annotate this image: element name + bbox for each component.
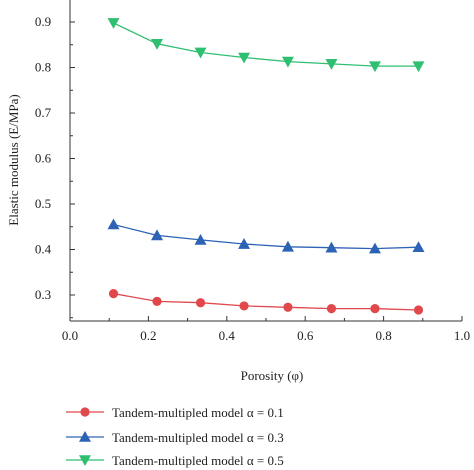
series-layer — [107, 18, 425, 315]
legend-label: Tandem-multipled model α = 0.5 — [112, 453, 284, 468]
data-point — [238, 52, 251, 64]
legend-label: Tandem-multipled model α = 0.1 — [112, 405, 284, 420]
axes: 0.0 0.2 0.4 0.6 0.8 1.0 0.3 0.4 0.5 0.6 0.7 0.8 0.9 — [35, 0, 470, 343]
legend-label: Tandem-multipled model α = 0.3 — [112, 430, 284, 445]
x-tick-label: 1.0 — [454, 328, 470, 343]
data-point — [368, 242, 381, 254]
legend-marker — [80, 407, 90, 417]
data-point — [368, 61, 381, 73]
data-point — [325, 241, 338, 253]
legend-marker — [79, 455, 91, 466]
data-point — [281, 240, 294, 252]
data-point — [283, 302, 293, 312]
data-point — [151, 39, 164, 50]
legend-item: Tandem-multipled model α = 0.3 — [66, 430, 284, 445]
data-point — [151, 229, 164, 241]
y-tick-label: 0.7 — [35, 105, 52, 120]
y-axis-label: Elastic modulus (E/MPa) — [6, 94, 21, 225]
y-tick-label: 0.3 — [35, 287, 51, 302]
data-point — [152, 296, 162, 306]
data-point — [194, 47, 207, 59]
y-tick-label: 0.4 — [35, 242, 52, 257]
data-point — [107, 218, 120, 230]
legend: Tandem-multipled model α = 0.1 Tandem-mul… — [66, 405, 284, 468]
series-line — [113, 292, 419, 311]
y-tick-label: 0.9 — [35, 14, 51, 29]
x-tick-label: 0.8 — [375, 328, 391, 343]
legend-item: Tandem-multipled model α = 0.5 — [66, 453, 284, 468]
series-line — [113, 223, 419, 250]
data-point — [281, 56, 294, 68]
data-point — [412, 241, 425, 253]
data-point — [326, 304, 337, 314]
y-tick-label: 0.6 — [35, 151, 52, 166]
legend-marker — [79, 431, 91, 442]
data-point — [412, 61, 425, 73]
data-point — [107, 18, 120, 29]
series-2 — [107, 218, 425, 254]
data-point — [194, 233, 207, 245]
x-tick-label: 0.2 — [140, 328, 156, 343]
legend-item: Tandem-multipled model α = 0.1 — [66, 405, 284, 420]
data-point — [238, 238, 251, 249]
data-point — [325, 59, 338, 70]
y-tick-label: 0.8 — [35, 60, 51, 75]
x-axis-label: Porosity (φ) — [241, 368, 304, 383]
data-point — [413, 305, 424, 315]
y-tick-label: 0.5 — [35, 196, 51, 211]
series-1 — [108, 289, 424, 315]
series-line — [113, 22, 419, 67]
data-point — [108, 289, 119, 299]
data-point — [370, 304, 380, 314]
data-point — [239, 301, 249, 311]
x-tick-label: 0.4 — [219, 328, 236, 343]
series-3 — [107, 18, 425, 73]
data-point — [195, 298, 206, 308]
x-tick-label: 0.0 — [62, 328, 78, 343]
x-tick-label: 0.6 — [297, 328, 314, 343]
